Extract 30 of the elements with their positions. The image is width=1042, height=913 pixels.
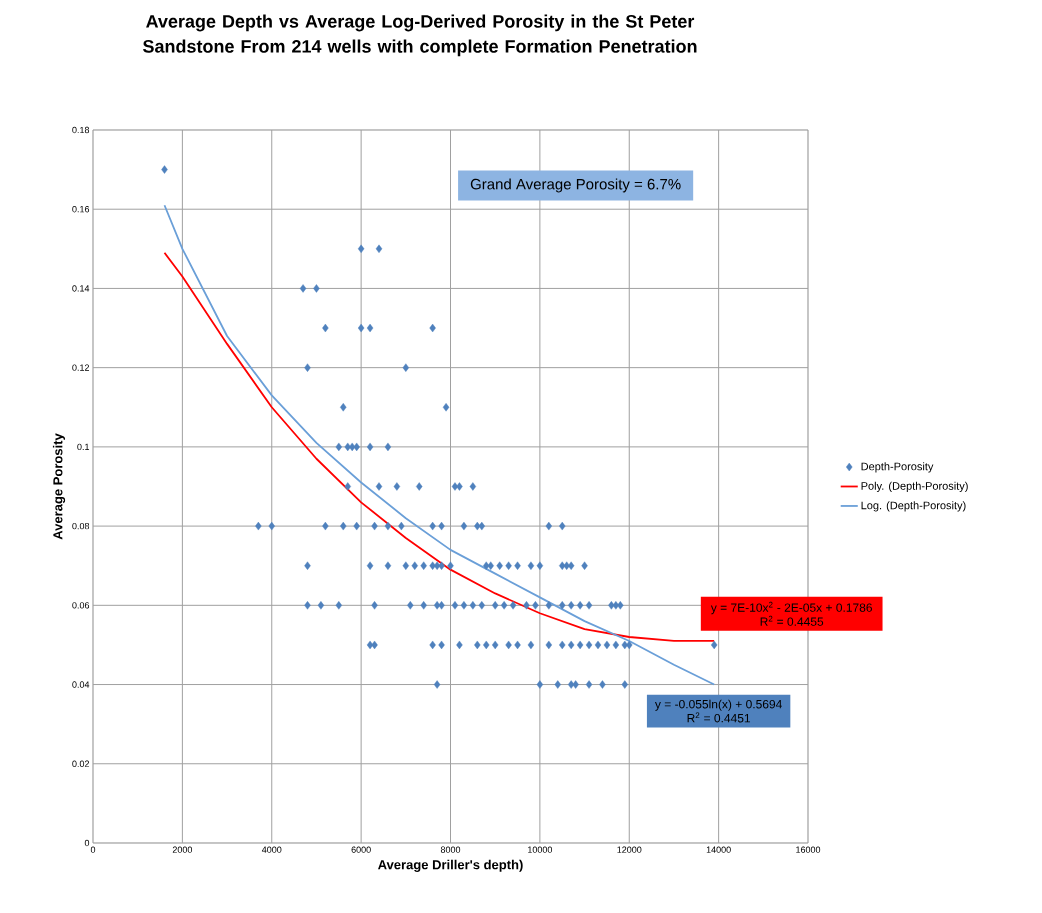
x-axis-title: Average Driller's depth): [378, 859, 523, 872]
legend-label: Depth-Porosity: [861, 462, 934, 473]
y-tick-label: 0: [84, 839, 90, 847]
y-tick-label: 0.14: [72, 285, 90, 292]
y-tick-label: 0.02: [72, 760, 90, 767]
annotation: y = -0.055ln(x) + 0.5694: [654, 699, 782, 711]
x-tick-label: 0: [90, 846, 96, 853]
x-tick-label: 8000: [440, 846, 461, 853]
y-tick-label: 0.04: [72, 681, 90, 688]
x-tick-label: 16000: [796, 846, 821, 853]
y-axis-title: Average Porosity: [52, 433, 66, 540]
chart-title: Average Depth vs Average Log-Derived Porosity in the St Peter Sandstone From 214 wells with complete Formation Penetration: [142, 14, 697, 57]
y-tick-label: 0.16: [72, 206, 90, 213]
x-tick-label: 14000: [706, 846, 731, 853]
y-tick-label: 0.08: [72, 522, 90, 530]
annotation: R$^{2}$ = 0.4455: [760, 615, 824, 626]
annotation: R$^{2}$ = 0.4451: [687, 712, 751, 723]
x-tick-label: 2000: [172, 846, 193, 853]
y-tick-label: 0.18: [72, 126, 90, 134]
y-tick-label: 0.1: [77, 443, 90, 451]
legend-label: Log. (Depth-Porosity): [861, 501, 966, 512]
x-tick-label: 6000: [351, 846, 371, 853]
x-tick-label: 10000: [528, 846, 553, 853]
x-tick-label: 4000: [261, 846, 282, 853]
y-tick-label: 0.12: [72, 364, 90, 371]
legend-label: Poly. (Depth-Porosity): [861, 481, 968, 492]
annotation: y = 7E-10x$^{2}$ - 2E-05x + 0.1786: [710, 601, 872, 615]
x-tick-label: 12000: [617, 846, 642, 853]
annotation: Grand Average Porosity = 6.7%: [470, 178, 681, 193]
y-tick-label: 0.06: [72, 602, 90, 609]
